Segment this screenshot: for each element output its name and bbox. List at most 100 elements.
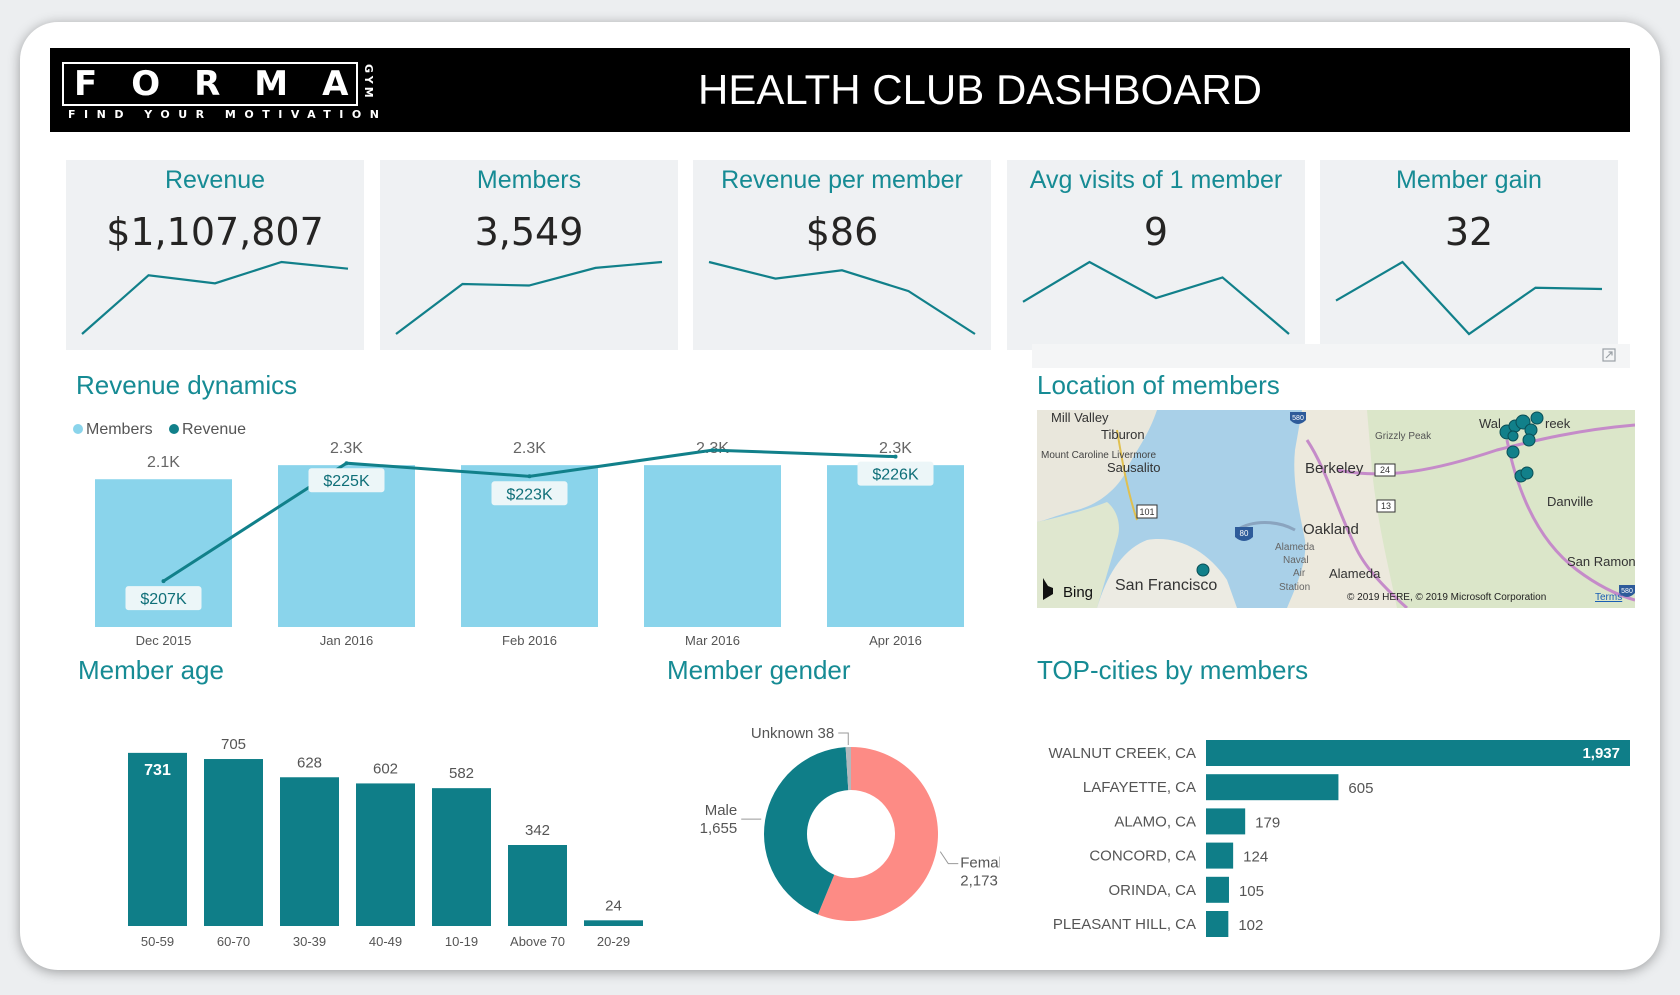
gender-label-value: 1,655 — [700, 820, 738, 837]
members-bar[interactable] — [644, 465, 781, 627]
city-label: ALAMO, CA — [1114, 813, 1196, 830]
age-tick-label: 60-70 — [217, 934, 250, 949]
gender-slice[interactable] — [764, 747, 849, 915]
map-land-sf — [1097, 539, 1237, 608]
section-title-top-cities: TOP-cities by members — [1037, 655, 1309, 685]
svg-text:580: 580 — [1292, 415, 1304, 422]
age-bar-label: 602 — [373, 760, 398, 777]
age-bar[interactable] — [508, 845, 567, 926]
revenue-dynamics-chart: Members Revenue 2.1K Dec 2015 2.3K Jan 2016 2.… — [73, 421, 964, 648]
members-bar-label: 2.3K — [513, 440, 546, 457]
revenue-point[interactable] — [710, 448, 715, 453]
kpi-label: Members — [476, 166, 582, 194]
map-marker[interactable] — [1520, 466, 1534, 480]
kpi-card-member-gain[interactable]: Member gain 32 — [1320, 160, 1618, 350]
age-tick-label: 10-19 — [445, 934, 478, 949]
kpi-label: Revenue — [164, 166, 266, 194]
kpi-label: Revenue per member — [721, 166, 963, 194]
city-bar[interactable] — [1206, 808, 1246, 835]
gender-label-category: Male — [705, 802, 738, 819]
map-label-san-ramon: San Ramon — [1567, 554, 1635, 569]
map-marker[interactable] — [1507, 430, 1519, 442]
section-title-member-age: Member age — [78, 655, 224, 685]
map-land-hills — [1367, 410, 1635, 608]
sparkline-trend — [1022, 260, 1290, 335]
city-bar[interactable] — [1206, 774, 1339, 801]
members-bar[interactable] — [827, 465, 964, 627]
revenue-point[interactable] — [344, 461, 349, 466]
city-value-label: 1,937 — [1582, 745, 1620, 762]
revenue-data-label: $225K — [323, 473, 370, 490]
revenue-data-label: $226K — [872, 467, 919, 484]
city-value-label: 179 — [1255, 814, 1280, 831]
map-label-mill-valley: Mill Valley — [1051, 410, 1109, 425]
map-marker[interactable] — [1506, 445, 1520, 459]
map-road-shield-580-south: 580 — [1619, 585, 1635, 597]
age-bar[interactable] — [280, 777, 339, 926]
kpi-value: $86 — [805, 210, 879, 254]
city-label: CONCORD, CA — [1089, 848, 1196, 865]
section-title-location: Location of members — [1037, 370, 1280, 400]
kpi-sparkline — [81, 260, 349, 335]
revenue-point[interactable] — [527, 474, 532, 479]
map-marker[interactable] — [1196, 563, 1210, 577]
members-bar-label: 2.1K — [147, 454, 180, 471]
kpi-sparkline — [708, 260, 976, 335]
map-terms-link[interactable]: Terms — [1595, 592, 1622, 603]
kpi-card-avg-visits[interactable]: Avg visits of 1 member 9 — [1007, 160, 1305, 350]
members-bar-label: 2.3K — [330, 440, 363, 457]
city-value-label: 605 — [1348, 780, 1373, 797]
age-bar[interactable] — [584, 920, 643, 926]
logo-wordmark: FORMA — [74, 64, 383, 104]
map-label-berkeley: Berkeley — [1305, 460, 1364, 477]
city-label: ORINDA, CA — [1108, 882, 1196, 899]
x-tick-label: Feb 2016 — [502, 633, 557, 648]
map-marker[interactable] — [1522, 433, 1536, 447]
legend-swatch-revenue — [169, 424, 179, 434]
gender-slice[interactable] — [817, 747, 938, 921]
age-tick-label: 40-49 — [369, 934, 402, 949]
map-marker[interactable] — [1530, 411, 1544, 425]
kpi-value: 32 — [1444, 210, 1494, 254]
kpi-card-revenue-per-member[interactable]: Revenue per member $86 — [693, 160, 991, 350]
age-bar[interactable] — [432, 788, 491, 926]
city-bar[interactable] — [1206, 911, 1229, 937]
chart-legend: Members Revenue — [73, 421, 246, 438]
age-bar[interactable] — [204, 759, 263, 926]
revenue-data-label: $207K — [140, 591, 187, 608]
age-bar[interactable] — [128, 752, 187, 926]
kpi-card-members[interactable]: Members 3,549 — [380, 160, 678, 350]
expand-icon[interactable] — [1602, 348, 1616, 362]
x-tick-label: Mar 2016 — [685, 633, 740, 648]
city-bar[interactable] — [1206, 740, 1630, 766]
svg-text:Bing: Bing — [1063, 584, 1093, 601]
city-bar[interactable] — [1206, 842, 1234, 869]
revenue-point[interactable] — [893, 454, 898, 459]
age-bar[interactable] — [356, 783, 415, 926]
city-value-label: 124 — [1243, 849, 1268, 866]
map-land-headlands — [1037, 502, 1119, 608]
location-map[interactable]: Mill Valley Tiburon Mount Caroline Liver… — [1037, 410, 1635, 608]
sparkline-trend — [81, 260, 349, 335]
gender-slice[interactable] — [845, 747, 851, 791]
city-label: PLEASANT HILL, CA — [1053, 916, 1196, 933]
logo-tagline: FIND YOUR MOTIVATION — [68, 108, 388, 121]
map-road-shield-580: 580 — [1290, 412, 1306, 424]
map-land-marin — [1037, 410, 1157, 522]
section-title-member-gender: Member gender — [667, 655, 851, 685]
age-tick-label: 50-59 — [141, 934, 174, 949]
section-title-revenue-dynamics: Revenue dynamics — [76, 370, 298, 400]
x-tick-label: Jan 2016 — [320, 633, 374, 648]
kpi-value: 9 — [1143, 210, 1169, 254]
kpi-card-revenue[interactable]: Revenue $1,107,807 — [66, 160, 364, 350]
gender-label-category: Female — [960, 855, 1000, 872]
gender-leader-line — [939, 851, 959, 865]
header-bar: FORMA FIND YOUR MOTIVATION GYM HEALTH CL… — [50, 48, 1630, 132]
gender-label-value: 2,173 — [960, 873, 998, 890]
revenue-point[interactable] — [161, 579, 166, 584]
x-tick-label: Dec 2015 — [136, 633, 192, 648]
svg-text:24: 24 — [1380, 465, 1390, 475]
city-bar[interactable] — [1206, 876, 1229, 903]
sparkline-trend — [1335, 260, 1603, 336]
kpi-sparkline — [1022, 260, 1290, 335]
